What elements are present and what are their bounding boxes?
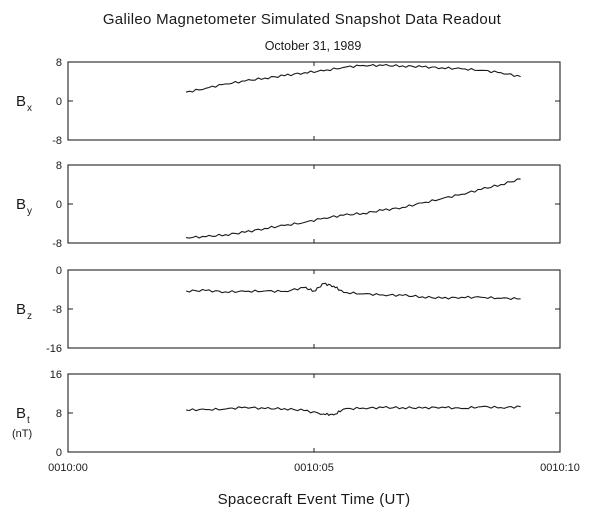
y-tick-label: 0	[56, 447, 62, 459]
y-axis-label: B	[16, 301, 26, 318]
panel-frame	[67, 373, 561, 453]
x-axis-label: Spacecraft Event Time (UT)	[218, 491, 411, 508]
x-axis-ticks: 0010:00 0010:05 0010:10	[48, 462, 580, 474]
series-line-z	[185, 282, 521, 301]
series-line-x	[185, 63, 521, 93]
panel-z: 0 -8 -16 B z	[16, 265, 561, 355]
x-tick-label: 0010:05	[294, 462, 334, 474]
y-axis-label-subscript: t	[27, 415, 30, 426]
panel-frame	[67, 61, 561, 141]
y-tick-label: -16	[46, 343, 62, 355]
panel-y: 8 0 -8 B y	[16, 160, 561, 250]
y-tick-label: 8	[56, 408, 62, 420]
y-tick-label: 8	[56, 57, 62, 69]
panel-frame	[67, 269, 561, 349]
y-tick-label: 16	[50, 369, 62, 381]
y-tick-label: -8	[52, 135, 62, 147]
y-axis-label-subscript: y	[27, 206, 32, 217]
panel-t: 16 8 0 B t (nT)	[12, 369, 561, 459]
y-tick-label: 0	[56, 265, 62, 277]
chart-subtitle: October 31, 1989	[265, 39, 362, 53]
y-axis-label-subscript: z	[27, 311, 32, 322]
y-axis-label: B	[16, 196, 26, 213]
y-tick-label: 0	[56, 96, 62, 108]
y-axis-label: B	[16, 405, 26, 422]
series-line-y	[186, 178, 521, 239]
y-axis-unit: (nT)	[12, 428, 32, 440]
y-tick-label: -8	[52, 304, 62, 316]
chart-panels: 8 0 -8 B x 8 0 -8 B y 0 -8 -16 B z 16 8 0 B t (nT)	[12, 57, 561, 459]
y-tick-label: 8	[56, 160, 62, 172]
panel-frame	[67, 164, 561, 244]
series-line-t	[186, 405, 521, 416]
panel-x: 8 0 -8 B x	[16, 57, 561, 147]
x-tick-label: 0010:00	[48, 462, 88, 474]
chart-title: Galileo Magnetometer Simulated Snapshot …	[103, 11, 502, 28]
y-tick-label: -8	[52, 238, 62, 250]
y-tick-label: 0	[56, 199, 62, 211]
y-axis-label: B	[16, 93, 26, 110]
y-axis-label-subscript: x	[27, 103, 32, 114]
x-tick-label: 0010:10	[540, 462, 580, 474]
